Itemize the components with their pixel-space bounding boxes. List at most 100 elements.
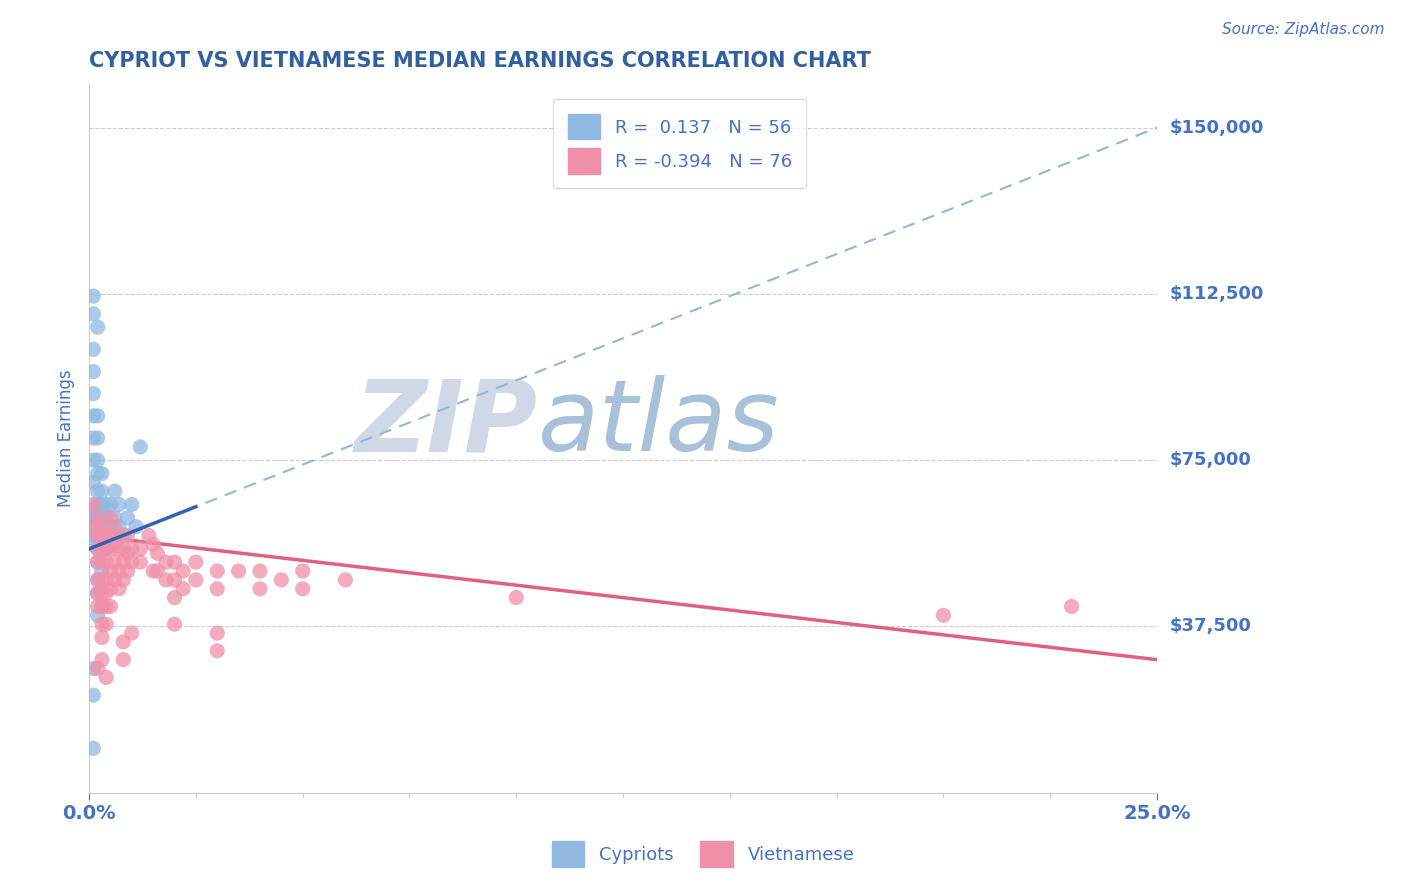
Point — [90, 617, 112, 632]
Point — [90, 484, 112, 499]
Point — [112, 653, 135, 667]
Point — [82, 519, 104, 533]
Point — [96, 541, 118, 556]
Point — [90, 631, 112, 645]
Point — [104, 519, 127, 533]
Point — [142, 564, 165, 578]
Point — [86, 528, 108, 542]
Text: $75,000: $75,000 — [1170, 451, 1251, 469]
Point — [86, 467, 108, 481]
Point — [96, 528, 118, 542]
Point — [163, 591, 186, 605]
Point — [121, 555, 143, 569]
Point — [172, 564, 194, 578]
Point — [90, 555, 112, 569]
Point — [104, 555, 127, 569]
Point — [108, 519, 131, 533]
Point — [96, 541, 118, 556]
Legend: Cypriots, Vietnamese: Cypriots, Vietnamese — [544, 834, 862, 874]
Point — [86, 409, 108, 423]
Point — [82, 431, 104, 445]
Point — [96, 555, 118, 569]
Point — [121, 626, 143, 640]
Point — [86, 586, 108, 600]
Point — [112, 573, 135, 587]
Point — [505, 591, 527, 605]
Point — [108, 541, 131, 556]
Point — [90, 507, 112, 521]
Text: CYPRIOT VS VIETNAMESE MEDIAN EARNINGS CORRELATION CHART: CYPRIOT VS VIETNAMESE MEDIAN EARNINGS CO… — [89, 51, 870, 70]
Point — [163, 573, 186, 587]
Point — [86, 524, 108, 538]
Point — [146, 546, 169, 560]
Point — [86, 541, 108, 556]
Point — [96, 511, 118, 525]
Point — [112, 555, 135, 569]
Point — [90, 533, 112, 547]
Point — [90, 653, 112, 667]
Point — [335, 573, 357, 587]
Point — [90, 541, 112, 556]
Legend: R =  0.137   N = 56, R = -0.394   N = 76: R = 0.137 N = 56, R = -0.394 N = 76 — [554, 100, 806, 188]
Point — [90, 586, 112, 600]
Point — [82, 498, 104, 512]
Point — [96, 670, 118, 684]
Point — [86, 511, 108, 525]
Point — [82, 289, 104, 303]
Point — [96, 617, 118, 632]
Point — [86, 484, 108, 499]
Point — [82, 661, 104, 675]
Point — [82, 741, 104, 756]
Point — [100, 519, 122, 533]
Text: $37,500: $37,500 — [1170, 617, 1251, 635]
Point — [82, 453, 104, 467]
Point — [121, 498, 143, 512]
Point — [100, 541, 122, 556]
Point — [82, 386, 104, 401]
Point — [86, 555, 108, 569]
Point — [121, 541, 143, 556]
Point — [205, 626, 228, 640]
Point — [163, 555, 186, 569]
Point — [90, 519, 112, 533]
Point — [86, 320, 108, 334]
Point — [82, 343, 104, 357]
Point — [86, 511, 108, 525]
Point — [86, 586, 108, 600]
Text: ZIP: ZIP — [354, 376, 537, 473]
Point — [90, 599, 112, 614]
Point — [86, 573, 108, 587]
Point — [932, 608, 955, 623]
Point — [125, 519, 148, 533]
Point — [228, 564, 250, 578]
Point — [100, 582, 122, 596]
Point — [100, 498, 122, 512]
Y-axis label: Median Earnings: Median Earnings — [58, 369, 75, 507]
Point — [117, 528, 139, 542]
Point — [184, 555, 207, 569]
Point — [86, 661, 108, 675]
Point — [100, 511, 122, 525]
Point — [172, 582, 194, 596]
Point — [100, 528, 122, 542]
Point — [82, 519, 104, 533]
Point — [205, 582, 228, 596]
Point — [90, 498, 112, 512]
Point — [86, 498, 108, 512]
Point — [1060, 599, 1083, 614]
Point — [86, 608, 108, 623]
Point — [96, 498, 118, 512]
Point — [117, 511, 139, 525]
Point — [108, 564, 131, 578]
Point — [86, 555, 108, 569]
Point — [270, 573, 292, 587]
Point — [96, 528, 118, 542]
Point — [104, 511, 127, 525]
Point — [90, 467, 112, 481]
Point — [142, 537, 165, 551]
Point — [82, 511, 104, 525]
Point — [291, 564, 314, 578]
Point — [90, 564, 112, 578]
Point — [163, 617, 186, 632]
Point — [155, 573, 177, 587]
